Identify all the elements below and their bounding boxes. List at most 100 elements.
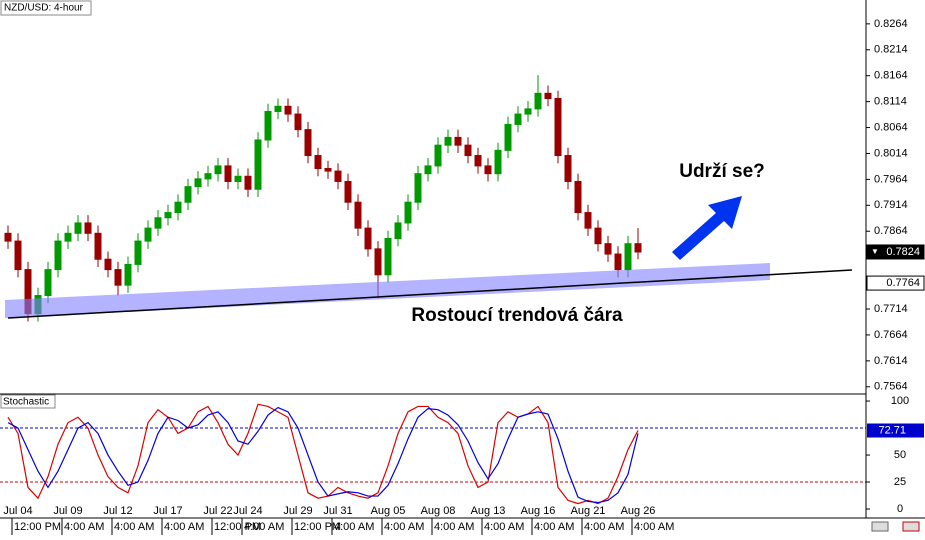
candle-body [464,144,472,157]
x-time-label: 4:00 AM [164,521,204,533]
candle-body [254,139,262,190]
x-tick-label: Aug 13 [471,505,506,517]
current-price-box [866,244,925,260]
annotation: Rostoucí trendová čára [411,305,623,326]
candle-body [524,108,532,115]
x-time-label: 4:00 AM [64,521,104,533]
candle-body [144,227,152,242]
indicator-value: 72.71 [878,424,906,436]
candle-body [374,248,382,276]
indicator-value-box [867,423,924,438]
y-tick-label: 0.8064 [874,121,908,133]
candle-body [334,170,342,182]
y-tick-label: 0.8164 [874,70,908,82]
x-tick-label: Aug 16 [521,505,556,517]
candle-body [514,113,522,125]
candle-body [244,175,252,190]
y-tick-label: 0.7964 [874,173,908,185]
y-tick-label: 0.7914 [874,199,908,211]
candle-body [224,165,232,182]
x-time-label: 4:00 AM [634,521,674,533]
marked-price-box [866,275,925,291]
x-tick-label: Jul 12 [103,505,132,517]
y-tick-label: 25 [894,476,906,488]
candle-body [64,232,72,242]
candle-body [444,136,452,146]
candle-body [264,110,272,141]
candle-body [104,258,112,271]
x-tick-label: Jul 22 [203,505,232,517]
arrow [672,196,742,260]
candle-body [154,217,162,229]
indicator-line [7,403,639,505]
candle-body [114,269,122,286]
candle-body [434,144,442,167]
y-tick-label: 0.7614 [874,355,908,367]
candle-body [134,240,142,265]
x-tick-label: Aug 21 [571,505,606,517]
plot-area: 0.8264 0.8214 0.8164 0.8114 0.8064 0.8014 0.79… [0,18,925,535]
candle-body [484,165,492,175]
x-tick-label: Jul 09 [53,505,82,517]
candle-body [474,155,482,167]
candle-body [324,168,332,172]
trend-band [5,263,770,318]
x-tick-label: Aug 26 [621,505,656,517]
indicator-title-box [0,394,56,409]
x-tick-label: Jul 31 [323,505,352,517]
candle-body [4,232,12,242]
y-tick-label: 0 [897,503,903,515]
candle-body [174,201,182,214]
y-tick-label: 0.8114 [874,96,907,108]
x-tick-label: Aug 05 [371,505,406,517]
candle-body [284,105,292,115]
trend-line [7,269,853,319]
chart-title: NZD/USD: 4-hour [4,3,84,14]
candle-body [394,222,402,239]
candle-body [554,98,562,157]
x-time-label: 12:00 PM [214,521,261,533]
x-time-label: 4:00 AM [114,521,154,533]
scroll-button[interactable] [871,521,889,532]
y-tick-label: 0.7564 [874,381,908,393]
x-tick-label: Jul 29 [283,505,312,517]
candle-body [124,263,132,286]
candle-body [214,165,222,175]
x-tick-label: Jul 17 [153,505,182,517]
candle-body [544,92,552,100]
y-tick-label: 0.8014 [874,147,908,159]
candle-body [594,227,602,245]
candle-body [84,222,92,234]
candle-body [584,212,592,229]
candle-body [314,155,322,170]
y-tick-label: 100 [891,395,909,407]
candle-body [454,136,462,146]
candle-body [74,222,82,234]
close-button[interactable] [902,521,920,532]
candle-body [184,186,192,203]
candle-body [194,178,202,188]
indicator-line [7,406,639,504]
y-tick-label: 0.8214 [874,44,908,56]
candle-body [574,180,582,214]
candle-body [304,129,312,157]
x-time-label: 4:00 AM [434,521,474,533]
annotation: Udrží se? [679,161,765,182]
current-price: 0.7824 [886,246,920,258]
candle-body [294,113,302,131]
x-time-label: 4:00 AM [244,521,284,533]
y-tick-label: 50 [894,449,906,461]
candle-body [414,173,422,203]
y-tick-label: 0.8264 [874,18,908,30]
y-tick-label: 0.7714 [874,303,908,315]
marked-price: 0.7764 [886,277,920,289]
candle-body [54,240,62,271]
candle-body [364,227,372,250]
x-time-label: 4:00 AM [584,521,624,533]
x-time-label: 4:00 AM [484,521,524,533]
y-tick-label: 0.7864 [874,225,908,237]
candle-body [634,243,642,253]
candle-body [344,180,352,203]
candle-body [94,232,102,260]
